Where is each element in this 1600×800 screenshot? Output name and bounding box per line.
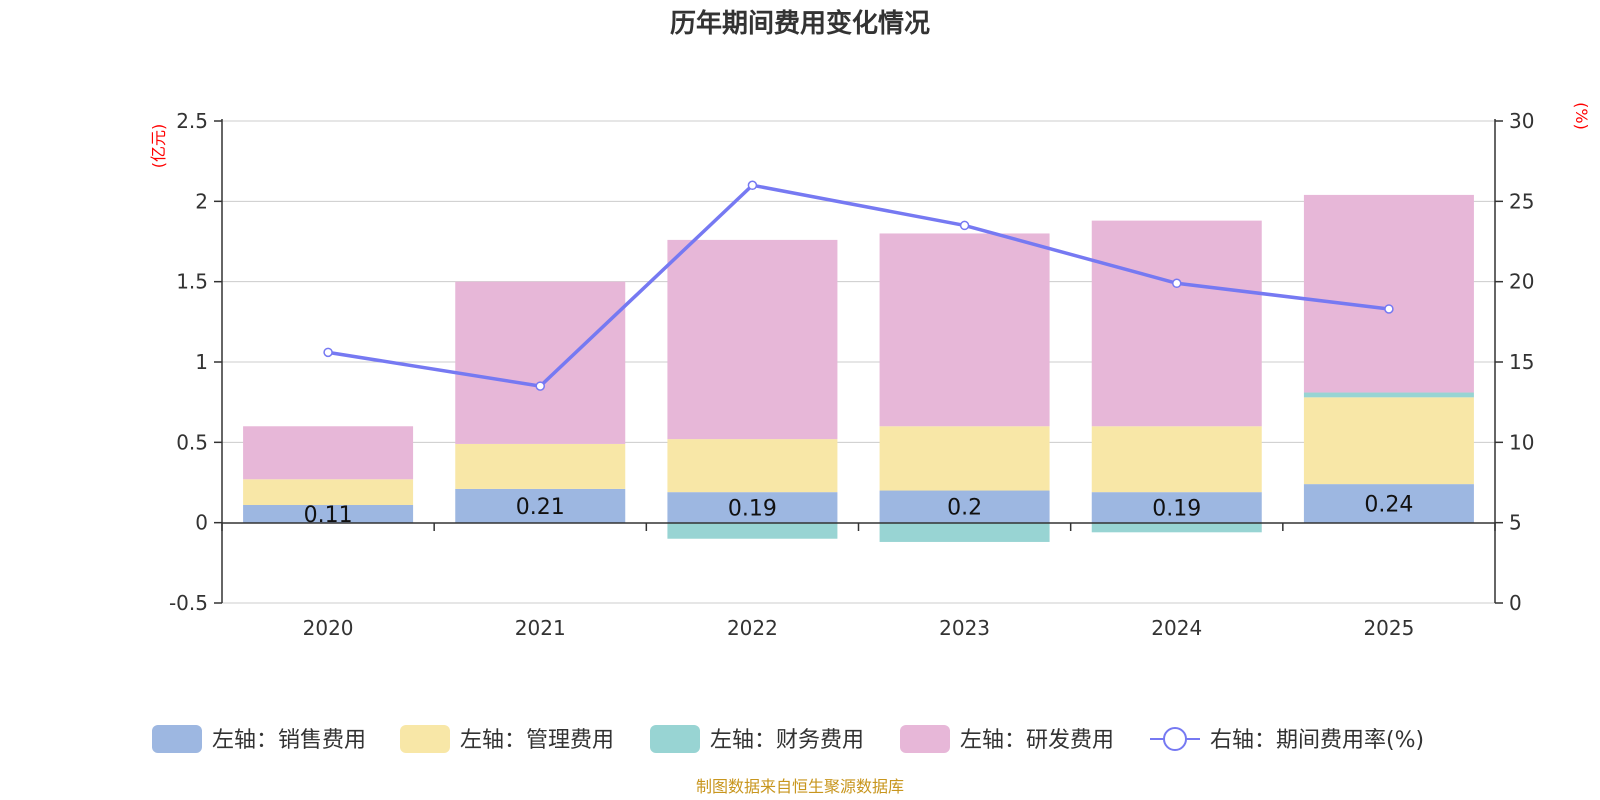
left-tick-label: 2.5 [176, 109, 208, 133]
bar-segment [879, 522, 1050, 542]
bar-segment [455, 443, 626, 489]
left-tick-label: 0 [195, 511, 208, 535]
rate-point [535, 381, 545, 391]
rate-line [327, 183, 1390, 388]
x-tick-label: 2022 [727, 616, 778, 640]
grid-layer [222, 120, 1495, 604]
left-axis-unit: (亿元) [149, 124, 168, 169]
source-note: 制图数据来自恒生聚源数据库 [696, 777, 904, 796]
data-label: 0.19 [728, 496, 777, 521]
bar-segment [243, 479, 414, 505]
legend-label: 左轴：管理费用 [460, 728, 614, 753]
bar-segment [1091, 426, 1262, 493]
bar-segment [1303, 392, 1474, 398]
right-tick-label: 10 [1509, 430, 1534, 454]
left-tick-label: 1.5 [176, 270, 208, 294]
left-tick-label: 1 [195, 350, 208, 374]
legend-label: 右轴：期间费用率(%) [1210, 728, 1424, 753]
data-label: 0.2 [947, 496, 982, 521]
rate-point [959, 220, 970, 231]
line-layer [323, 180, 1394, 391]
legend-marker [152, 725, 202, 753]
rate-point [1384, 304, 1394, 314]
bar-segment [1303, 397, 1474, 485]
bar-segment [879, 426, 1050, 491]
legend-marker [400, 725, 450, 753]
data-label: 0.24 [1364, 492, 1413, 517]
data-label: 0.19 [1152, 496, 1201, 521]
bar-segment [243, 504, 414, 523]
bar-segment [1091, 492, 1262, 523]
right-tick-label: 0 [1509, 591, 1522, 615]
right-tick-label: 5 [1509, 511, 1522, 535]
data-label: 0.11 [304, 503, 353, 528]
x-tick-label: 2021 [515, 616, 566, 640]
bar-segment [1091, 220, 1262, 427]
chart-title: 历年期间费用变化情况 [670, 8, 930, 39]
bar-segment [1303, 484, 1474, 523]
bar-segment [667, 439, 838, 493]
bars-layer [243, 194, 1474, 542]
rate-point [747, 180, 758, 191]
bar-segment [667, 522, 838, 539]
x-tick-label: 2023 [939, 616, 990, 640]
left-tick-label: -0.5 [169, 591, 208, 615]
right-tick-label: 15 [1509, 350, 1534, 374]
bar-segment [667, 492, 838, 523]
bar-segment [455, 281, 626, 444]
bar-segment [667, 239, 838, 440]
bar-segment [243, 426, 414, 480]
left-tick-label: 2 [195, 189, 208, 213]
labels-layer: 0.11 0.21 0.19 0.2 0.19 0.24 [304, 492, 1414, 527]
legend-label: 左轴：研发费用 [960, 728, 1114, 753]
legend-marker [1163, 727, 1187, 751]
bar-segment [455, 488, 626, 523]
right-tick-label: 25 [1509, 189, 1534, 213]
bar-segment [1091, 522, 1262, 533]
x-tick-label: 2020 [303, 616, 354, 640]
legend-label: 左轴：财务费用 [710, 728, 864, 753]
right-axis-unit: (%) [1572, 102, 1591, 130]
left-tick-label: 0.5 [176, 430, 208, 454]
right-tick-label: 20 [1509, 270, 1534, 294]
bar-segment [879, 233, 1050, 427]
legend: 左轴：销售费用 左轴：管理费用 左轴：财务费用 左轴：研发费用 右轴：期间费用率(%) [152, 725, 1424, 753]
rate-point [1172, 278, 1182, 289]
right-tick-label: 30 [1509, 109, 1534, 133]
legend-marker [900, 725, 950, 753]
rate-point [323, 347, 333, 358]
data-label: 0.21 [516, 495, 565, 520]
bar-segment [879, 490, 1050, 523]
legend-label: 左轴：销售费用 [212, 728, 366, 753]
x-tick-label: 2025 [1363, 616, 1414, 640]
x-tick-label: 2024 [1151, 616, 1202, 640]
legend-marker [650, 725, 700, 753]
bar-segment [1303, 194, 1474, 393]
